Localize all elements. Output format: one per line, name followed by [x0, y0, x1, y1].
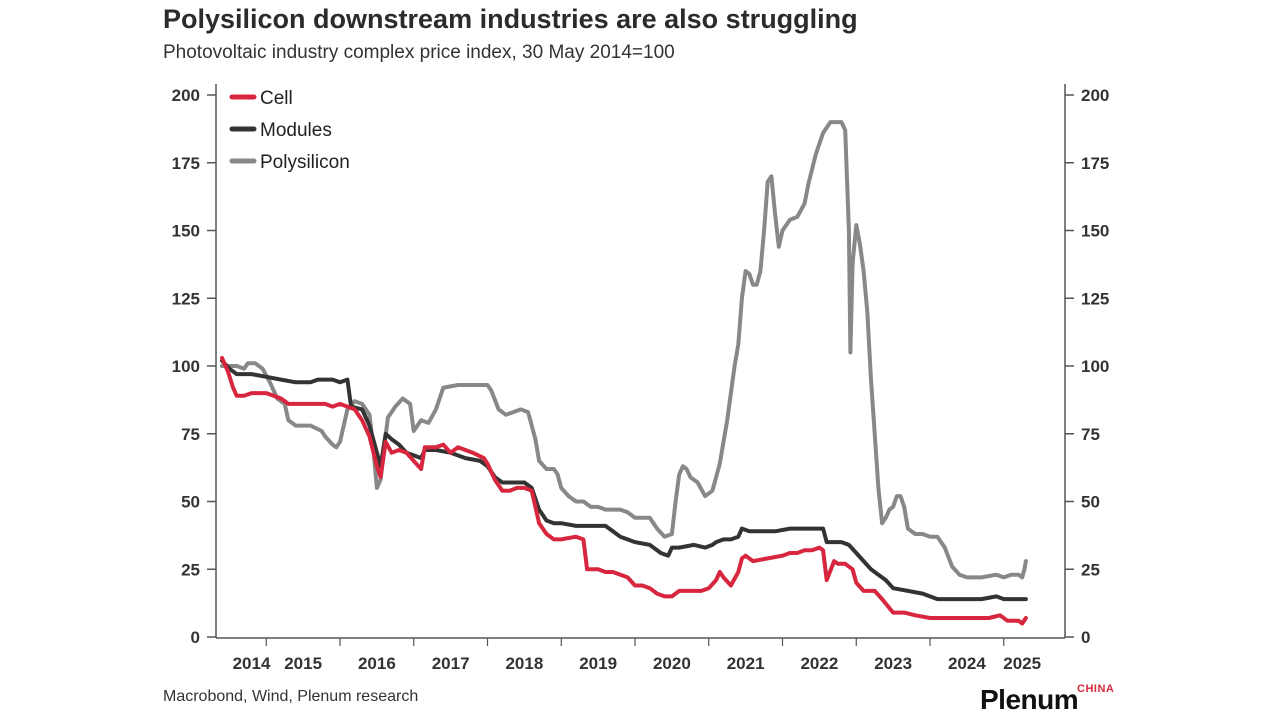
y-tick-label-left: 100: [172, 357, 200, 376]
y-tick-label-right: 200: [1081, 86, 1109, 105]
y-tick-label-right: 175: [1081, 154, 1109, 173]
x-tick-label: 2024: [948, 654, 986, 673]
x-tick-label: 2014: [233, 654, 271, 673]
y-tick-label-right: 100: [1081, 357, 1109, 376]
source-note: Macrobond, Wind, Plenum research: [163, 688, 419, 705]
y-tick-label-left: 50: [181, 493, 200, 512]
x-tick-label: 2017: [432, 654, 470, 673]
y-tick-label-left: 175: [172, 154, 200, 173]
x-tick-label: 2016: [358, 654, 396, 673]
y-tick-label-right: 0: [1081, 628, 1090, 647]
chart-title: Polysilicon downstream industries are al…: [163, 4, 858, 34]
y-tick-label-right: 125: [1081, 289, 1109, 308]
x-tick-label: 2025: [1003, 654, 1041, 673]
y-tick-label-right: 25: [1081, 560, 1100, 579]
series-line-modules: [220, 358, 1028, 602]
legend-label-modules: Modules: [260, 120, 332, 141]
x-tick-label: 2023: [874, 654, 912, 673]
x-tick-label: 2018: [505, 654, 543, 673]
y-tick-label-left: 0: [191, 628, 200, 647]
x-tick-label: 2015: [284, 654, 322, 673]
y-tick-label-left: 25: [181, 560, 200, 579]
x-tick-label: 2020: [653, 654, 691, 673]
y-tick-label-right: 50: [1081, 493, 1100, 512]
series-line-cell: [220, 355, 1028, 626]
x-tick-label: 2021: [727, 654, 765, 673]
y-tick-label-left: 125: [172, 289, 200, 308]
y-tick-label-left: 200: [172, 86, 200, 105]
y-tick-label-right: 75: [1081, 425, 1100, 444]
x-tick-label: 2019: [579, 654, 617, 673]
series-line-polysilicon: [220, 120, 1028, 580]
y-tick-label-left: 75: [181, 425, 200, 444]
plenum-logo-region: CHINA: [1077, 683, 1115, 695]
legend-label-cell: Cell: [260, 88, 293, 109]
plenum-logo: Plenum: [980, 684, 1079, 715]
y-tick-label-right: 150: [1081, 222, 1109, 241]
y-tick-label-left: 150: [172, 222, 200, 241]
chart-subtitle: Photovoltaic industry complex price inde…: [163, 42, 675, 63]
x-tick-label: 2022: [800, 654, 838, 673]
legend-label-polysilicon: Polysilicon: [260, 152, 350, 173]
